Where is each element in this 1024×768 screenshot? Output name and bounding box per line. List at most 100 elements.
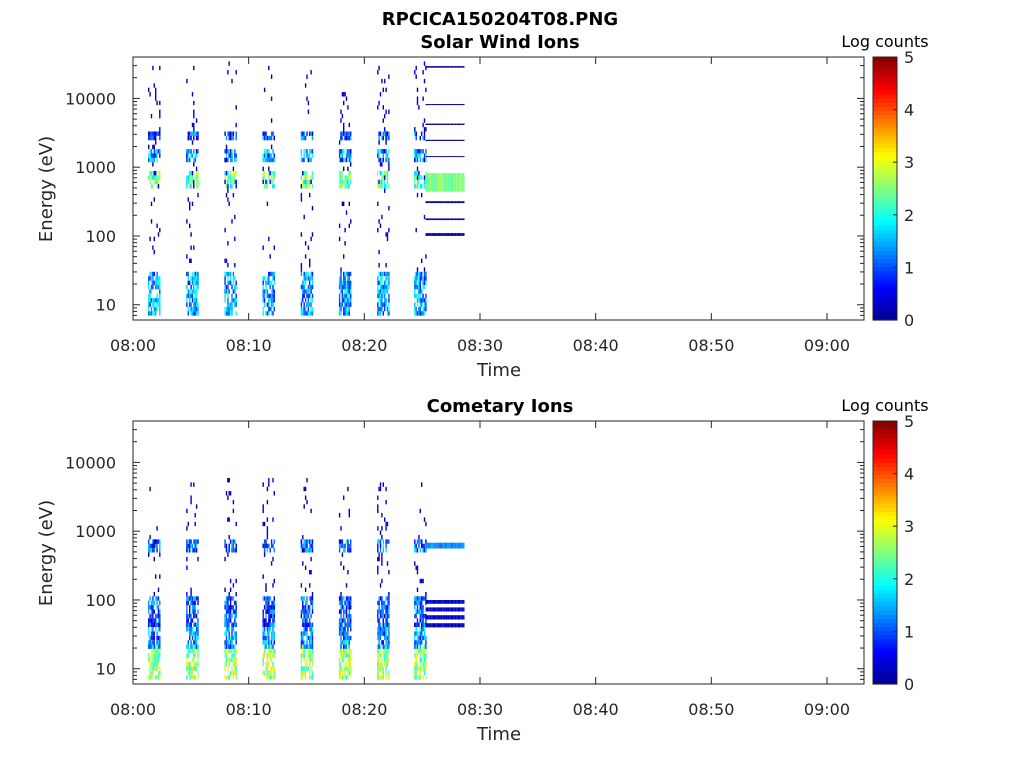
- heatmap-cell: [159, 666, 161, 671]
- heatmap-cell: [431, 607, 433, 612]
- heatmap-cell: [265, 613, 267, 619]
- heatmap-cell: [461, 542, 464, 549]
- heatmap-cell: [303, 548, 305, 553]
- heatmap-cell: [155, 92, 157, 97]
- heatmap-cell: [262, 306, 264, 312]
- heatmap-cell: [453, 607, 455, 612]
- heatmap-cell: [384, 114, 386, 119]
- heatmap-cell: [262, 622, 264, 627]
- heatmap-cell: [338, 648, 341, 654]
- heatmap-cell: [228, 596, 230, 601]
- heatmap-cell: [227, 311, 229, 316]
- heatmap-cell: [457, 156, 459, 158]
- heatmap-cell: [386, 232, 389, 237]
- heatmap-cell: [378, 662, 380, 667]
- heatmap-cell: [432, 66, 434, 68]
- colorbar-swatch: [873, 462, 897, 467]
- heatmap-cell: [310, 644, 312, 649]
- heatmap-cell: [344, 670, 346, 676]
- heatmap-cell: [265, 543, 267, 549]
- heatmap-cell: [442, 66, 444, 68]
- heatmap-cell: [268, 622, 270, 627]
- solar-wind-ylabel: Energy (eV): [36, 136, 57, 242]
- heatmap-cell: [157, 149, 160, 154]
- heatmap-cell: [262, 574, 264, 579]
- heatmap-cell: [388, 605, 390, 610]
- heatmap-cell: [302, 543, 304, 549]
- heatmap-cell: [224, 631, 226, 636]
- heatmap-cell: [414, 653, 416, 658]
- heatmap-cell: [419, 609, 421, 614]
- heatmap-cell: [449, 615, 451, 620]
- heatmap-cell: [225, 271, 228, 277]
- heatmap-cell: [461, 233, 464, 236]
- heatmap-cell: [149, 92, 151, 97]
- heatmap-cell: [148, 135, 150, 141]
- heatmap-cell: [338, 662, 341, 667]
- heatmap-cell: [450, 233, 452, 236]
- heatmap-cell: [197, 653, 199, 658]
- heatmap-cell: [269, 293, 271, 299]
- heatmap-cell: [148, 631, 150, 636]
- heatmap-cell: [385, 157, 387, 163]
- heatmap-cell: [422, 596, 424, 601]
- heatmap-cell: [225, 600, 228, 606]
- heatmap-cell: [272, 171, 274, 176]
- heatmap-cell: [189, 258, 191, 263]
- heatmap-cell: [348, 600, 350, 606]
- heatmap-cell: [456, 173, 458, 192]
- heatmap-cell: [439, 542, 441, 549]
- heatmap-cell: [442, 233, 444, 236]
- heatmap-cell: [461, 156, 464, 158]
- heatmap-cell: [419, 640, 421, 645]
- heatmap-cell: [416, 618, 419, 623]
- heatmap-cell: [194, 609, 196, 614]
- heatmap-cell: [228, 622, 230, 627]
- heatmap-cell: [229, 179, 232, 185]
- heatmap-cell: [306, 289, 308, 294]
- heatmap-cell: [150, 271, 153, 277]
- heatmap-cell: [193, 280, 195, 285]
- heatmap-cell: [193, 675, 195, 680]
- heatmap-cell: [456, 218, 458, 221]
- heatmap-cell: [300, 284, 303, 290]
- heatmap-cell: [454, 600, 457, 604]
- heatmap-cell: [225, 605, 228, 610]
- heatmap-cell: [388, 166, 390, 171]
- heatmap-cell: [191, 548, 194, 553]
- heatmap-cell: [235, 648, 237, 654]
- heatmap-cell: [273, 675, 275, 680]
- heatmap-cell: [269, 657, 271, 663]
- heatmap-cell: [152, 175, 154, 180]
- heatmap-cell: [156, 100, 158, 106]
- heatmap-cell: [347, 622, 349, 627]
- heatmap-cell: [422, 543, 424, 549]
- heatmap-cell: [436, 600, 439, 604]
- heatmap-cell: [425, 640, 427, 645]
- heatmap-cell: [348, 201, 350, 206]
- colorbar-swatch: [873, 449, 897, 455]
- heatmap-cell: [190, 149, 192, 154]
- heatmap-cell: [347, 184, 349, 189]
- heatmap-cell: [262, 508, 264, 514]
- heatmap-cell: [189, 289, 191, 294]
- colorbar-swatch: [873, 655, 897, 660]
- heatmap-cell: [189, 648, 191, 654]
- heatmap-cell: [229, 618, 232, 623]
- heatmap-cell: [234, 666, 236, 671]
- heatmap-cell: [457, 104, 459, 106]
- heatmap-cell: [421, 276, 423, 281]
- heatmap-cell: [304, 618, 307, 623]
- heatmap-cell: [159, 609, 161, 614]
- heatmap-cell: [425, 653, 427, 658]
- heatmap-cell: [415, 311, 417, 316]
- heatmap-cell: [343, 640, 345, 645]
- heatmap-cell: [382, 157, 384, 163]
- heatmap-cell: [224, 149, 226, 154]
- heatmap-cell: [425, 233, 427, 236]
- heatmap-cell: [427, 123, 429, 125]
- heatmap-cell: [384, 171, 386, 176]
- heatmap-cell: [153, 171, 155, 176]
- heatmap-cell: [152, 653, 154, 658]
- heatmap-cell: [348, 613, 350, 619]
